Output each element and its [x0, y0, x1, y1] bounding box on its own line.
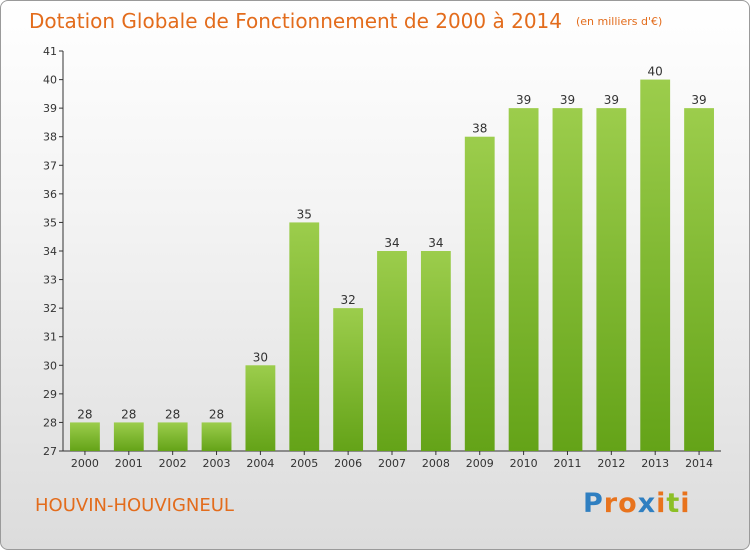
value-label: 34: [384, 236, 399, 250]
x-tick-label: 2010: [510, 457, 538, 470]
logo-letter: x: [637, 488, 657, 519]
logo-letter: i: [680, 488, 691, 519]
bar-2000: [70, 422, 100, 451]
bar-2001: [113, 422, 144, 451]
chart-title: Dotation Globale de Fonctionnement de 20…: [29, 9, 562, 33]
value-label: 28: [121, 407, 136, 421]
y-tick-label: 35: [43, 216, 57, 229]
x-tick-label: 2009: [466, 457, 494, 470]
value-label: 34: [428, 236, 443, 250]
y-tick-label: 31: [43, 331, 57, 344]
x-tick-label: 2013: [641, 457, 669, 470]
x-tick-label: 2005: [290, 457, 318, 470]
value-label: 39: [604, 93, 619, 107]
chart-unit-note: (en milliers d'€): [576, 15, 663, 28]
value-label: 40: [648, 65, 663, 79]
value-label: 28: [209, 407, 224, 421]
value-label: 35: [297, 207, 312, 221]
x-tick-label: 2007: [378, 457, 406, 470]
value-label: 32: [340, 293, 355, 307]
bar-2012: [596, 108, 627, 452]
logo-letter: t: [666, 488, 681, 519]
bar-2005: [289, 222, 320, 451]
y-tick-label: 34: [43, 245, 57, 258]
logo-letter: P: [583, 488, 604, 519]
value-label: 39: [516, 93, 531, 107]
bar-2014: [684, 108, 714, 452]
x-tick-label: 2012: [597, 457, 625, 470]
bar-2011: [552, 108, 583, 452]
bar-2009: [464, 136, 495, 451]
y-tick-label: 33: [43, 274, 57, 287]
y-tick-label: 41: [43, 45, 57, 58]
bar-2003: [201, 422, 232, 451]
bar-2004: [245, 365, 276, 451]
bar-2013: [640, 79, 671, 452]
commune-name: HOUVIN-HOUVIGNEUL: [35, 495, 234, 516]
logo-letter: o: [618, 488, 638, 519]
y-tick-label: 40: [43, 74, 57, 87]
bar-2002: [157, 422, 188, 451]
x-tick-label: 2003: [203, 457, 231, 470]
y-tick-label: 37: [43, 159, 57, 172]
x-tick-label: 2000: [71, 457, 99, 470]
x-tick-label: 2002: [159, 457, 187, 470]
value-labels: 28 28 28 28 30 35 32 34 34 38 39 39 39 40 39: [77, 65, 706, 422]
proxiti-logo: Proxiti: [583, 488, 691, 519]
value-label: 39: [691, 93, 706, 107]
logo-letter: i: [656, 488, 667, 519]
x-tick-label: 2004: [246, 457, 274, 470]
x-tick-label: 2001: [115, 457, 143, 470]
value-label: 30: [253, 350, 268, 364]
axes: 27 28 29 30 31 32 33 34 35 36 37 38 39 40 41 2000 2001 20…: [43, 45, 721, 470]
y-tick-label: 30: [43, 359, 57, 372]
y-tick-label: 27: [43, 445, 57, 458]
logo-letter: r: [603, 488, 619, 519]
y-tick-label: 28: [43, 416, 57, 429]
y-tick-label: 38: [43, 131, 57, 144]
bar-2007: [377, 251, 407, 451]
x-tick-label: 2011: [553, 457, 581, 470]
y-tick-label: 32: [43, 302, 57, 315]
value-label: 28: [77, 407, 92, 421]
value-label: 39: [560, 93, 575, 107]
bar-2006: [333, 308, 364, 451]
bar-2008: [420, 251, 451, 451]
value-label: 38: [472, 122, 487, 136]
y-tick-label: 36: [43, 188, 57, 201]
title-row: Dotation Globale de Fonctionnement de 20…: [29, 9, 662, 33]
x-tick-label: 2006: [334, 457, 362, 470]
x-tick-label: 2014: [685, 457, 713, 470]
bars: [70, 79, 714, 452]
y-tick-label: 29: [43, 388, 57, 401]
y-tick-label: 39: [43, 102, 57, 115]
value-label: 28: [165, 407, 180, 421]
bar-2010: [508, 108, 539, 452]
x-tick-label: 2008: [422, 457, 450, 470]
